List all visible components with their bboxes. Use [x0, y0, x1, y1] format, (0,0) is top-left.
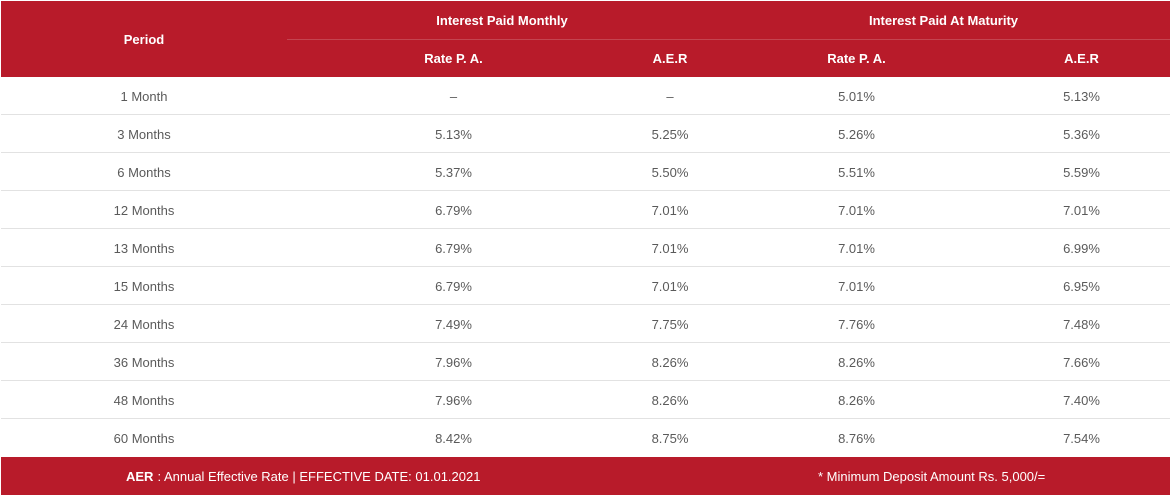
maturity-rate-cell: 5.26%	[838, 126, 875, 142]
maturity-rate-cell: 8.26%	[838, 392, 875, 408]
table-row: 24 Months 7.49% 7.75% 7.76% 7.48%	[1, 305, 1170, 343]
monthly-rate-cell: 6.79%	[435, 240, 472, 256]
maturity-rate-cell: 7.01%	[838, 202, 875, 218]
header-divider	[287, 39, 1170, 40]
monthly-rate-cell: –	[449, 88, 458, 104]
period-cell: 36 Months	[113, 354, 175, 370]
maturity-group-header: Interest Paid At Maturity	[868, 12, 1019, 28]
monthly-rate-cell: 6.79%	[435, 278, 472, 294]
period-cell: 3 Months	[117, 126, 171, 142]
monthly-rate-cell: 8.42%	[435, 430, 472, 446]
monthly-rate-cell: 7.96%	[435, 354, 472, 370]
maturity-aer-cell: 6.99%	[1063, 240, 1100, 256]
monthly-aer-cell: 7.01%	[651, 202, 689, 218]
aer-definition: : Annual Effective Rate | EFFECTIVE DATE…	[157, 468, 481, 484]
table-row: 36 Months 7.96% 8.26% 8.26% 7.66%	[1, 343, 1170, 381]
maturity-aer-cell: 7.66%	[1063, 354, 1100, 370]
table-row: 48 Months 7.96% 8.26% 8.26% 7.40%	[1, 381, 1170, 419]
aer-note: AER : Annual Effective Rate | EFFECTIVE …	[126, 457, 480, 495]
maturity-rate-cell: 7.76%	[838, 316, 875, 332]
maturity-rate-cell: 8.26%	[838, 354, 875, 370]
monthly-rate-cell: 7.49%	[435, 316, 472, 332]
maturity-aer-cell: 5.36%	[1063, 126, 1100, 142]
minimum-deposit-note: * Minimum Deposit Amount Rs. 5,000/=	[818, 468, 1046, 484]
monthly-rate-header: Rate P. A.	[424, 51, 483, 66]
monthly-aer-cell: 5.25%	[651, 126, 689, 142]
monthly-aer-cell: –	[666, 88, 674, 104]
table-body: 1 Month – – 5.01% 5.13% 3 Months 5.13% 5.25% 5.2…	[1, 77, 1170, 457]
maturity-aer-cell: 6.95%	[1063, 278, 1100, 294]
maturity-aer-header: A.E.R	[1064, 51, 1099, 66]
table-footer: AER : Annual Effective Rate | EFFECTIVE …	[1, 457, 1170, 495]
table-row: 3 Months 5.13% 5.25% 5.26% 5.36%	[1, 115, 1170, 153]
period-cell: 24 Months	[113, 316, 175, 332]
monthly-rate-cell: 7.96%	[435, 392, 472, 408]
maturity-aer-cell: 5.59%	[1063, 164, 1100, 180]
monthly-aer-cell: 8.26%	[651, 392, 689, 408]
maturity-aer-cell: 5.13%	[1063, 88, 1100, 104]
table-row: 60 Months 8.42% 8.75% 8.76% 7.54%	[1, 419, 1170, 457]
monthly-aer-cell: 8.26%	[651, 354, 689, 370]
table-row: 15 Months 6.79% 7.01% 7.01% 6.95%	[1, 267, 1170, 305]
period-cell: 13 Months	[113, 240, 175, 256]
maturity-aer-cell: 7.48%	[1063, 316, 1100, 332]
monthly-rate-cell: 5.37%	[435, 164, 472, 180]
period-cell: 1 Month	[120, 88, 168, 104]
monthly-aer-cell: 7.01%	[651, 240, 689, 256]
table-row: 13 Months 6.79% 7.01% 7.01% 6.99%	[1, 229, 1170, 267]
monthly-rate-cell: 5.13%	[435, 126, 472, 142]
period-cell: 6 Months	[117, 164, 171, 180]
period-cell: 60 Months	[113, 430, 175, 446]
maturity-rate-cell: 5.01%	[838, 88, 875, 104]
period-cell: 48 Months	[113, 392, 175, 408]
maturity-rate-cell: 7.01%	[838, 278, 875, 294]
maturity-rate-cell: 8.76%	[838, 430, 875, 446]
period-cell: 15 Months	[113, 278, 175, 294]
monthly-aer-cell: 7.75%	[651, 316, 689, 332]
table-row: 12 Months 6.79% 7.01% 7.01% 7.01%	[1, 191, 1170, 229]
period-header: Period	[123, 31, 165, 47]
maturity-aer-cell: 7.54%	[1063, 430, 1100, 446]
monthly-aer-header: A.E.R	[652, 51, 688, 66]
table-header: Period Interest Paid Monthly Interest Pa…	[1, 1, 1170, 77]
maturity-rate-header: Rate P. A.	[827, 51, 886, 66]
period-cell: 12 Months	[113, 202, 175, 218]
table-row: 6 Months 5.37% 5.50% 5.51% 5.59%	[1, 153, 1170, 191]
monthly-aer-cell: 7.01%	[651, 278, 689, 294]
monthly-aer-cell: 8.75%	[651, 430, 689, 446]
aer-abbreviation: AER	[126, 468, 154, 484]
maturity-rate-cell: 5.51%	[838, 164, 875, 180]
maturity-aer-cell: 7.01%	[1063, 202, 1100, 218]
table-row: 1 Month – – 5.01% 5.13%	[1, 77, 1170, 115]
maturity-rate-cell: 7.01%	[838, 240, 875, 256]
maturity-aer-cell: 7.40%	[1063, 392, 1100, 408]
monthly-group-header: Interest Paid Monthly	[436, 12, 568, 28]
monthly-rate-cell: 6.79%	[435, 202, 472, 218]
monthly-aer-cell: 5.50%	[651, 164, 689, 180]
